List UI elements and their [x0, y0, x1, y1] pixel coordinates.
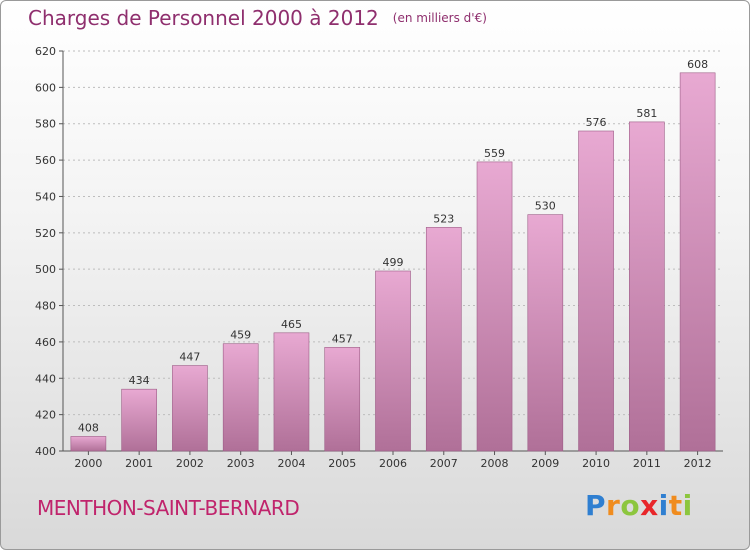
- bar-value-label: 408: [78, 421, 99, 434]
- bar-value-label: 576: [586, 116, 607, 129]
- logo-letter: P: [585, 489, 607, 522]
- logo-letter: o: [620, 489, 641, 522]
- proxiti-logo: Proxiti: [585, 489, 693, 522]
- x-tick-label: 2004: [277, 457, 305, 470]
- y-tick-label: 540: [35, 190, 56, 203]
- y-tick-label: 620: [35, 45, 56, 58]
- x-tick-label: 2003: [227, 457, 255, 470]
- bar: [324, 347, 361, 452]
- y-tick-label: 400: [35, 445, 56, 458]
- y-tick-label: 440: [35, 372, 56, 385]
- bar-value-label: 465: [281, 318, 302, 331]
- x-tick-label: 2008: [481, 457, 509, 470]
- logo-letter: x: [640, 489, 659, 522]
- x-tick-label: 2000: [74, 457, 102, 470]
- value-labels: 408 434 447 459 465 457 499 523 559 530 576 581 608: [78, 58, 708, 435]
- chart-unit-label: (en milliers d'€): [392, 11, 487, 25]
- bar-value-label: 459: [230, 329, 251, 342]
- bar: [273, 332, 310, 452]
- bar: [578, 130, 614, 452]
- y-tick-label: 480: [35, 300, 56, 313]
- bar: [629, 121, 665, 452]
- y-tick-label: 600: [35, 81, 56, 94]
- y-tick-label: 460: [35, 336, 56, 349]
- bar-value-label: 559: [484, 147, 505, 160]
- x-tick-label: 2007: [430, 457, 458, 470]
- x-tick-label: 2012: [684, 457, 712, 470]
- y-tick-label: 500: [35, 263, 56, 276]
- bar-value-label: 608: [687, 58, 708, 71]
- bar-value-label: 457: [332, 332, 353, 345]
- bar-value-label: 447: [179, 351, 200, 364]
- bar: [375, 270, 411, 452]
- logo-letter: i: [658, 489, 669, 522]
- chart-title: Charges de Personnel 2000 à 2012 (en mill…: [28, 6, 487, 30]
- bar: [172, 365, 208, 452]
- logo-letter: r: [606, 489, 621, 522]
- y-tick-label: 420: [35, 409, 56, 422]
- x-tick-label: 2002: [176, 457, 204, 470]
- bar-value-label: 499: [383, 256, 404, 269]
- bar-value-label: 581: [636, 107, 657, 120]
- x-tick-label: 2011: [633, 457, 661, 470]
- y-tick-label: 580: [35, 118, 56, 131]
- y-tick-label: 520: [35, 227, 56, 240]
- bar: [121, 388, 157, 452]
- x-tick-label: 2009: [531, 457, 559, 470]
- bar-value-label: 530: [535, 200, 556, 213]
- chart-title-text: Charges de Personnel 2000 à 2012: [28, 6, 379, 30]
- bars: [70, 72, 716, 452]
- town-name: MENTHON-SAINT-BERNARD: [37, 496, 300, 520]
- logo-letter: i: [682, 489, 693, 522]
- x-tick-label: 2001: [125, 457, 153, 470]
- bar: [222, 343, 259, 452]
- y-tick-label: 560: [35, 154, 56, 167]
- bar-value-label: 434: [129, 374, 150, 387]
- x-tick-label: 2006: [379, 457, 407, 470]
- x-tick-label: 2005: [328, 457, 356, 470]
- bar: [476, 161, 513, 452]
- bar: [679, 72, 716, 452]
- bar-value-label: 523: [433, 212, 454, 225]
- bar: [70, 436, 107, 452]
- x-tick-label: 2010: [582, 457, 610, 470]
- bar: [527, 214, 564, 452]
- logo-letter: t: [668, 489, 683, 522]
- bar: [425, 227, 462, 452]
